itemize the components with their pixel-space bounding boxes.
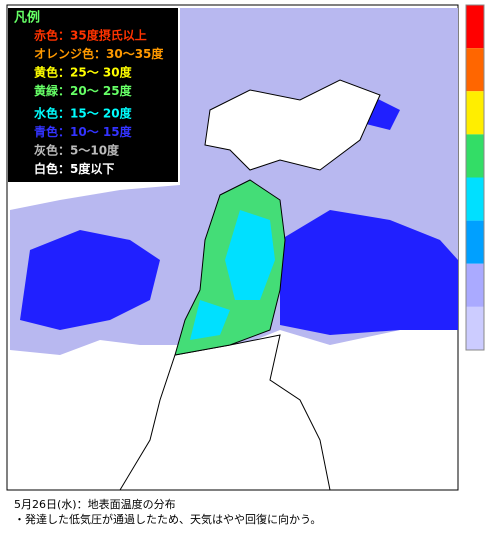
legend-entry: 黄色：25～ 30度 [34, 65, 133, 80]
colorbar-segment [466, 5, 484, 49]
legend-entry: 赤色：35度摂氏以上 [34, 28, 147, 43]
caption-line: 5月26日(水)：地表面温度の分布 [14, 497, 176, 511]
legend-entry: 黄緑：20～ 25度 [34, 83, 133, 98]
colorbar-segment [466, 177, 484, 221]
colorbar-segment [466, 220, 484, 264]
sea-cold [20, 90, 458, 335]
legend-entry: 水色：15～ 20度 [34, 106, 133, 121]
legend-entry: 白色：5度以下 [34, 161, 114, 176]
land [119, 79, 381, 491]
legend-entry: 青色：10～ 15度 [34, 124, 133, 139]
legend-entry: オレンジ色：30～35度 [34, 46, 164, 61]
legend-title: 凡例 [14, 10, 40, 26]
legend-box [8, 8, 178, 182]
colorbar-segment [466, 134, 484, 178]
colorbar-segment [466, 306, 484, 350]
colorbar-segment [466, 263, 484, 307]
colorbar-frame [465, 4, 485, 351]
colorbar-segment [466, 48, 484, 92]
colorbar-segment [466, 91, 484, 135]
caption-line: ・発達した低気圧が通過したため、天気はやや回復に向かう。 [14, 512, 321, 526]
legend-entry: 灰色：5～10度 [34, 143, 120, 158]
tohoku [174, 179, 286, 356]
